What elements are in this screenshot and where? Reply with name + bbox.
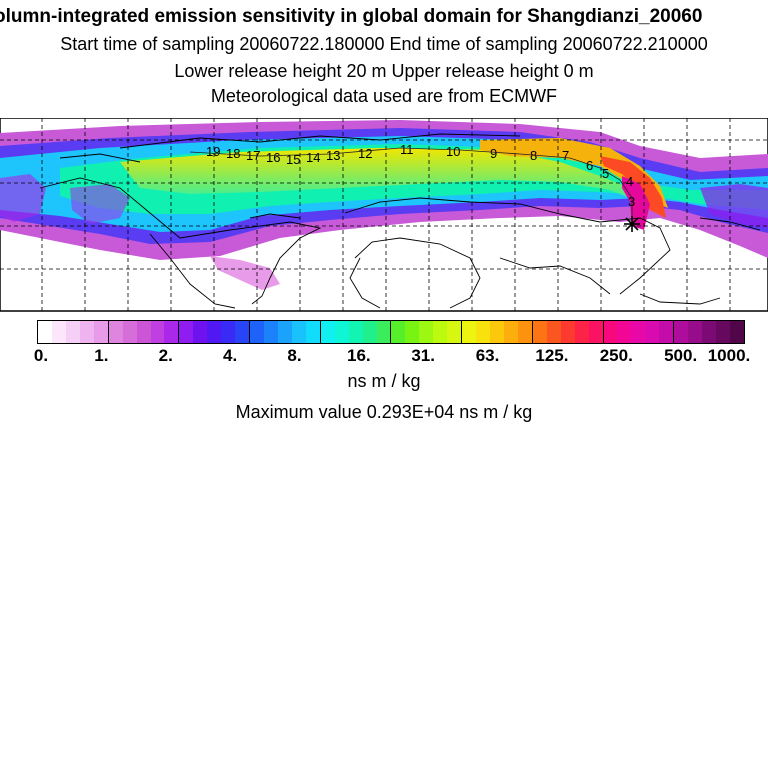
sensitivity-map: 19 18 17 16 15 14 13 12 11 10 9 8 7 6 5 … <box>0 118 768 312</box>
colorbar-segment <box>334 321 349 343</box>
colorbar-segment <box>476 321 490 343</box>
contour-label: 15 <box>286 152 300 167</box>
colorbar-segment <box>716 321 730 343</box>
colorbar-segment <box>207 321 222 343</box>
colorbar-segment <box>250 321 264 343</box>
colorbar-segment <box>51 321 66 343</box>
colorbar-segment <box>376 321 392 343</box>
contour-label: 5 <box>602 166 609 181</box>
colorbar-segment <box>320 321 335 343</box>
colorbar-segment <box>122 321 137 343</box>
graticule <box>0 118 768 311</box>
colorbar-segment <box>462 321 477 343</box>
colorbar-segment <box>688 321 703 343</box>
colorbar-segment <box>447 321 463 343</box>
colorbar-segment <box>193 321 208 343</box>
colorbar-segment <box>588 321 604 343</box>
colorbar <box>37 320 745 344</box>
colorbar-segment <box>179 321 194 343</box>
colorbar-segment <box>221 321 236 343</box>
colorbar-tick-label: 4. <box>222 346 238 365</box>
colorbar-segment <box>532 321 547 343</box>
colorbar-segment <box>164 321 180 343</box>
colorbar-segment <box>517 321 533 343</box>
colorbar-segment <box>362 321 377 343</box>
colorbar-segment <box>659 321 675 343</box>
maximum-value-label: Maximum value 0.293E+04 ns m / kg <box>235 402 533 422</box>
contour-label: 12 <box>358 146 372 161</box>
colorbar-segment <box>645 321 660 343</box>
colorbar-segment <box>38 321 52 343</box>
colorbar-segment <box>419 321 434 343</box>
colorbar-tick-label: 0. <box>33 346 49 365</box>
contour-label: 9 <box>490 146 497 161</box>
colorbar-tick-label: 31. <box>411 346 435 365</box>
contour-label: 6 <box>586 158 593 173</box>
colorbar-segment <box>108 321 123 343</box>
colorbar-segment <box>546 321 561 343</box>
colorbar-segment <box>702 321 716 343</box>
contour-label: 10 <box>446 144 460 159</box>
release-height-line: Lower release height 20 m Upper release … <box>174 61 594 81</box>
colorbar-segment <box>603 321 618 343</box>
colorbar-tick-label: 8. <box>287 346 302 365</box>
contour-label: 19 <box>206 144 220 159</box>
colorbar-segment <box>560 321 575 343</box>
contour-label: 8 <box>530 148 537 163</box>
colorbar-tick-label: 125. <box>535 346 569 365</box>
contour-label: 4 <box>626 174 633 189</box>
sampling-time-line: Start time of sampling 20060722.180000 E… <box>60 34 708 54</box>
colorbar-segment <box>305 321 321 343</box>
colorbar-segment <box>617 321 632 343</box>
colorbar-segment <box>503 321 518 343</box>
colorbar-segment <box>235 321 251 343</box>
contour-label: 11 <box>400 142 414 157</box>
colorbar-segment <box>490 321 504 343</box>
met-data-line: Meteorological data used are from ECMWF <box>210 86 558 106</box>
colorbar-segment <box>391 321 406 343</box>
colorbar-segment <box>405 321 420 343</box>
colorbar-tick-label: 63. <box>475 346 500 365</box>
colorbar-segment <box>291 321 306 343</box>
colorbar-segment <box>631 321 646 343</box>
colorbar-segment <box>674 321 689 343</box>
contour-label: 7 <box>562 148 569 163</box>
contour-label: 14 <box>306 150 320 165</box>
colorbar-tick-label: 1. <box>94 346 109 365</box>
colorbar-tick-label: 500. <box>664 346 698 365</box>
colorbar-segment <box>150 321 165 343</box>
colorbar-tick-label: 16. <box>346 346 371 365</box>
colorbar-segment <box>574 321 589 343</box>
contour-label: 13 <box>326 148 340 163</box>
colorbar-segment <box>65 321 80 343</box>
colorbar-tick-label: 250. <box>599 346 633 365</box>
colorbar-segment <box>136 321 151 343</box>
colorbar-tick-label: 2. <box>158 346 173 365</box>
colorbar-segment <box>264 321 278 343</box>
coastlines <box>39 133 761 309</box>
contour-label: 18 <box>226 146 240 161</box>
colorbar-segment <box>729 321 744 343</box>
colorbar-segment <box>348 321 363 343</box>
trajectory-line <box>189 147 633 224</box>
contour-label: 16 <box>266 150 280 165</box>
units-label: ns m / kg <box>347 371 421 391</box>
colorbar-segment <box>277 321 292 343</box>
colorbar-segment <box>433 321 448 343</box>
sensitivity-field <box>0 120 768 290</box>
colorbar-segment <box>79 321 94 343</box>
figure-title: olumn-integrated emission sensitivity in… <box>0 6 703 27</box>
colorbar-segment <box>93 321 109 343</box>
release-site-marker <box>624 216 640 232</box>
colorbar-tick-label: 1000. <box>707 346 751 365</box>
